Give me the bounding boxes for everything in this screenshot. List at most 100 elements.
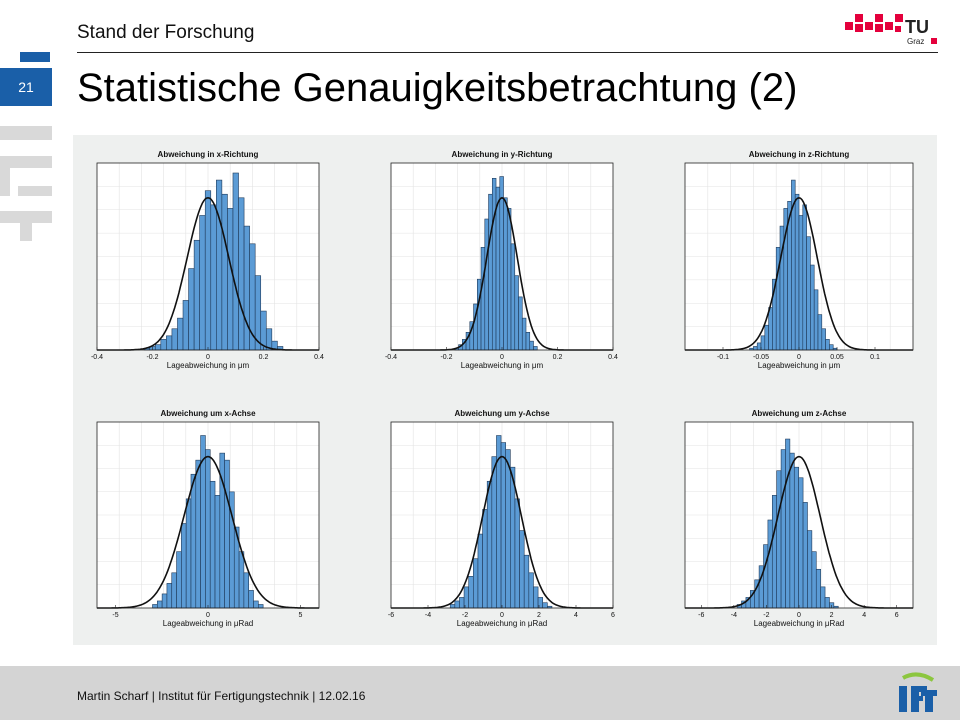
- histogram-bar: [468, 576, 474, 609]
- histogram-bar: [798, 215, 804, 351]
- x-axis-label: Lageabweichung in μm: [758, 361, 841, 370]
- x-tick-label: 0.1: [870, 354, 880, 361]
- histogram-2: Abweichung in y-Richtung -0.4 -0.2 0 0.2 0.4 L…: [385, 150, 618, 370]
- histogram-bar: [177, 317, 184, 351]
- x-axis-label: Lageabweichung in μRad: [457, 619, 547, 628]
- histogram-6: Abweichung um z-Achse -6 -4 -2 0 2 4 6 Lageabwei…: [684, 409, 914, 628]
- histogram-bar: [506, 208, 512, 351]
- histogram-bar: [221, 193, 228, 351]
- histogram-bar: [780, 449, 786, 609]
- histogram-panel: Abweichung in x-Richtung -0.4 -0.2 0 0.2 0.4 L…: [73, 135, 937, 645]
- histogram-bar: [505, 449, 511, 609]
- histogram-bar: [459, 597, 465, 609]
- footer-text: Martin Scharf | Institut für Fertigungst…: [77, 689, 366, 703]
- histogram-bar: [794, 193, 800, 351]
- histogram-bar: [514, 275, 519, 351]
- x-tick-label: -0.4: [91, 354, 103, 361]
- histogram-bar: [825, 339, 830, 351]
- x-tick-label: -6: [388, 612, 394, 619]
- histogram-bar: [214, 495, 221, 609]
- x-tick-label: 0: [206, 354, 210, 361]
- histogram-bar: [484, 218, 489, 351]
- x-tick-label: -5: [112, 612, 118, 619]
- histogram-bar: [802, 502, 808, 609]
- page-number: 21: [0, 68, 52, 106]
- histogram-bar: [473, 558, 479, 609]
- x-tick-label: -0.1: [717, 354, 729, 361]
- x-tick-label: 6: [895, 612, 899, 619]
- histogram-bar: [454, 600, 460, 609]
- histogram-bar: [176, 551, 182, 609]
- histogram-bar: [815, 568, 821, 609]
- histogram-bar: [248, 590, 254, 609]
- histogram-bar: [188, 268, 195, 351]
- histogram-bar: [820, 586, 826, 609]
- histogram-bar: [449, 604, 456, 609]
- x-tick-label: -0.05: [753, 354, 769, 361]
- histogram-bar: [238, 551, 245, 609]
- histogram-bar: [533, 586, 539, 609]
- histogram-bar: [154, 344, 162, 351]
- histogram-bar: [480, 247, 486, 351]
- x-tick-label: 4: [574, 612, 578, 619]
- histogram-bar: [253, 600, 259, 609]
- x-tick-label: 0: [206, 612, 210, 619]
- chart-title: Abweichung in y-Richtung: [452, 150, 553, 159]
- histogram-bar: [807, 530, 813, 609]
- histogram-bar: [764, 324, 769, 351]
- chart-title: Abweichung in z-Richtung: [749, 150, 850, 159]
- histogram-bar: [166, 335, 173, 351]
- histogram-bar: [486, 480, 493, 609]
- histogram-bar: [488, 193, 493, 351]
- histogram-bar: [195, 459, 201, 609]
- histogram-bar: [171, 328, 178, 351]
- histogram-5: Abweichung um y-Achse -6 -4 -2 0 2 4 6 Lageabwei…: [388, 409, 615, 628]
- histogram-bar: [519, 530, 525, 609]
- chart-title: Abweichung um x-Achse: [160, 409, 256, 418]
- histogram-bar: [499, 176, 504, 351]
- histogram-bar: [824, 597, 830, 609]
- histogram-bar: [243, 572, 249, 609]
- histogram-bar: [510, 243, 516, 351]
- x-tick-label: -2: [462, 612, 468, 619]
- x-tick-label: -0.2: [440, 354, 452, 361]
- histogram-bar: [463, 586, 470, 609]
- histogram-bar: [533, 346, 538, 351]
- histogram-bar: [216, 179, 223, 351]
- svg-text:Graz: Graz: [907, 37, 924, 46]
- svg-text:TU: TU: [905, 17, 929, 37]
- histogram-3: Abweichung in z-Richtung -0.1 -0.05 0 0.05 0.…: [684, 150, 914, 370]
- ift-watermark-logo: [0, 52, 52, 241]
- histogram-bar: [776, 470, 782, 609]
- histogram-bar: [813, 289, 819, 351]
- histogram-bar: [811, 551, 817, 609]
- histogram-4: Abweichung um x-Achse -5 0 5 Lageabweichung …: [96, 409, 320, 628]
- histogram-bar: [495, 186, 501, 351]
- histogram-bar: [224, 459, 230, 609]
- tu-graz-logo: TU Graz: [845, 14, 937, 46]
- histogram-bar: [525, 332, 531, 351]
- histogram-bar: [763, 544, 769, 609]
- histogram-bar: [152, 604, 158, 609]
- histogram-bar: [258, 604, 264, 609]
- histogram-bar: [768, 307, 773, 351]
- histogram-bar: [243, 225, 250, 351]
- histogram-bar: [166, 583, 173, 609]
- x-axis-label: Lageabweichung in μm: [461, 361, 544, 370]
- histogram-bar: [491, 178, 497, 351]
- histogram-bar: [528, 572, 534, 609]
- x-tick-label: 0: [500, 354, 504, 361]
- chart-title: Abweichung um z-Achse: [752, 409, 847, 418]
- histogram-bar: [503, 197, 508, 351]
- histogram-bar: [193, 239, 200, 351]
- histogram-bar: [510, 466, 516, 609]
- histogram-bar: [756, 342, 762, 351]
- slide-title: Statistische Genauigkeitsbetrachtung (2): [77, 66, 798, 110]
- histogram-bar: [806, 236, 811, 351]
- histogram-bar: [810, 264, 815, 351]
- x-tick-label: -4: [731, 612, 737, 619]
- histogram-bar: [753, 346, 758, 351]
- histogram-bar: [171, 572, 177, 609]
- x-tick-label: 0.2: [553, 354, 563, 361]
- histogram-bar: [821, 328, 826, 351]
